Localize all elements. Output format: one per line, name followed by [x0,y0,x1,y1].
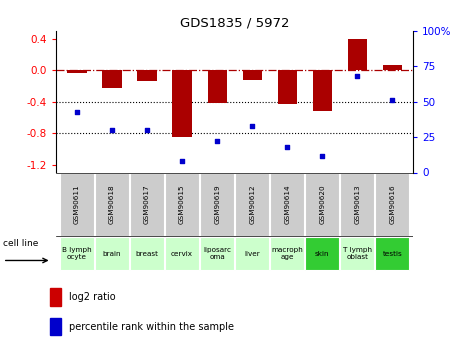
FancyBboxPatch shape [270,237,304,270]
FancyBboxPatch shape [341,237,374,270]
FancyBboxPatch shape [60,237,94,270]
Point [389,98,396,103]
Point [284,144,291,150]
FancyBboxPatch shape [130,173,164,236]
Point [73,109,81,115]
FancyBboxPatch shape [200,237,234,270]
Point [353,73,361,79]
Text: T lymph
oblast: T lymph oblast [343,247,372,260]
Text: liver: liver [244,250,260,257]
Text: log2 ratio: log2 ratio [68,292,115,302]
Bar [103,70,122,88]
Title: GDS1835 / 5972: GDS1835 / 5972 [180,17,289,30]
Text: GSM90616: GSM90616 [389,185,395,224]
Text: liposarc
oma: liposarc oma [203,247,231,260]
FancyBboxPatch shape [165,173,199,236]
Text: GSM90612: GSM90612 [249,185,255,224]
FancyBboxPatch shape [305,173,339,236]
Text: GSM90620: GSM90620 [319,185,325,224]
Text: testis: testis [382,250,402,257]
Text: GSM90619: GSM90619 [214,185,220,224]
Text: GSM90618: GSM90618 [109,185,115,224]
Text: skin: skin [315,250,330,257]
Text: GSM90611: GSM90611 [74,185,80,224]
Point [248,123,256,129]
Bar [313,70,332,111]
Text: GSM90615: GSM90615 [179,185,185,224]
Point [143,127,151,133]
Point [213,139,221,144]
Text: GSM90614: GSM90614 [284,185,290,224]
FancyBboxPatch shape [235,173,269,236]
Bar [172,70,192,137]
Bar [137,70,157,80]
Bar [208,70,227,104]
FancyBboxPatch shape [305,237,339,270]
Bar [348,39,367,70]
Bar [50,288,61,306]
Bar [67,70,87,73]
FancyBboxPatch shape [130,237,164,270]
Text: cervix: cervix [171,250,193,257]
Text: macroph
age: macroph age [271,247,303,260]
Point [108,127,116,133]
FancyBboxPatch shape [95,173,129,236]
Bar [382,65,402,70]
FancyBboxPatch shape [95,237,129,270]
Text: GSM90617: GSM90617 [144,185,150,224]
FancyBboxPatch shape [375,237,409,270]
Text: GSM90613: GSM90613 [354,185,360,224]
Bar [243,70,262,80]
FancyBboxPatch shape [341,173,374,236]
Text: percentile rank within the sample: percentile rank within the sample [68,322,234,332]
Text: B lymph
ocyte: B lymph ocyte [62,247,92,260]
Text: cell line: cell line [3,239,38,248]
Point [178,158,186,164]
FancyBboxPatch shape [165,237,199,270]
Text: brain: brain [103,250,121,257]
FancyBboxPatch shape [270,173,304,236]
Point [318,153,326,158]
FancyBboxPatch shape [200,173,234,236]
FancyBboxPatch shape [375,173,409,236]
Bar [50,318,61,335]
Text: breast: breast [135,250,159,257]
FancyBboxPatch shape [60,173,94,236]
Bar [277,70,297,104]
FancyBboxPatch shape [235,237,269,270]
